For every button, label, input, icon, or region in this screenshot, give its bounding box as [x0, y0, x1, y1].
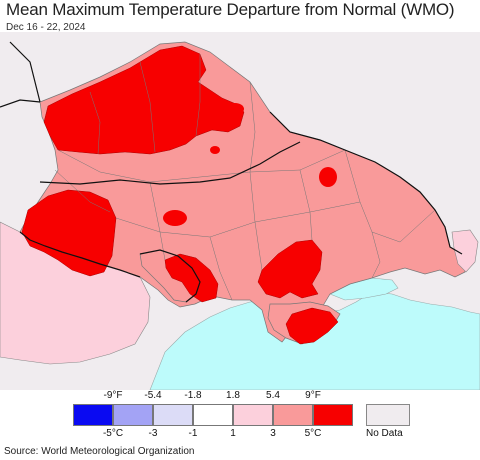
hot-patch-central-west [163, 210, 187, 226]
legend-tick-c-0: -5°C [102, 428, 124, 439]
legend-tick-f-4: 5.4 [266, 390, 280, 401]
legend-tick-f-0: -9°F [103, 390, 123, 401]
southwest-hot-region [164, 253, 219, 303]
legend-tick-c-5: 5°C [304, 428, 322, 439]
legend-swatch-minus-5-to-minus-3 [113, 404, 153, 426]
legend-swatch-1-to-3 [233, 404, 273, 426]
temperature-departure-map [0, 32, 480, 390]
east-mild-region [451, 229, 479, 273]
west-hot-region [21, 189, 117, 277]
legend-no-data-swatch [366, 404, 410, 426]
crimea-hot-region [285, 307, 339, 345]
legend-swatch-minus-1-to-1 [193, 404, 233, 426]
legend-swatch-3-to-5 [273, 404, 313, 426]
hot-patch-east-north [226, 103, 244, 115]
legend-swatch-above-5 [313, 404, 353, 426]
legend-tick-f-2: -1.8 [184, 390, 202, 401]
legend-swatch-below-minus-5 [73, 404, 113, 426]
hot-patch-northeast [319, 167, 337, 187]
legend-tick-c-3: 1 [230, 428, 236, 439]
region-boundaries [54, 54, 436, 301]
hot-patch-north-2 [210, 146, 220, 154]
legend-tick-c-1: -3 [148, 428, 158, 439]
legend-no-data-label: No Data [366, 428, 403, 439]
date-range: Dec 16 - 22, 2024 [6, 22, 86, 33]
legend-tick-f-3: 1.8 [226, 390, 240, 401]
map-title: Mean Maximum Temperature Departure from … [6, 0, 455, 19]
color-legend: -9°F -5.4 -1.8 1.8 5.4 9°F -5°C -3 -1 1 … [0, 390, 480, 442]
source-credit: Source: World Meteorological Organizatio… [4, 446, 195, 457]
legend-tick-c-2: -1 [188, 428, 198, 439]
legend-swatch-minus-3-to-minus-1 [153, 404, 193, 426]
north-hot-region [43, 45, 245, 155]
legend-tick-f-1: -5.4 [144, 390, 162, 401]
national-borders [0, 41, 463, 303]
legend-tick-c-4: 3 [270, 428, 276, 439]
southeast-hot-region [257, 239, 323, 299]
legend-tick-f-5: 9°F [305, 390, 321, 401]
